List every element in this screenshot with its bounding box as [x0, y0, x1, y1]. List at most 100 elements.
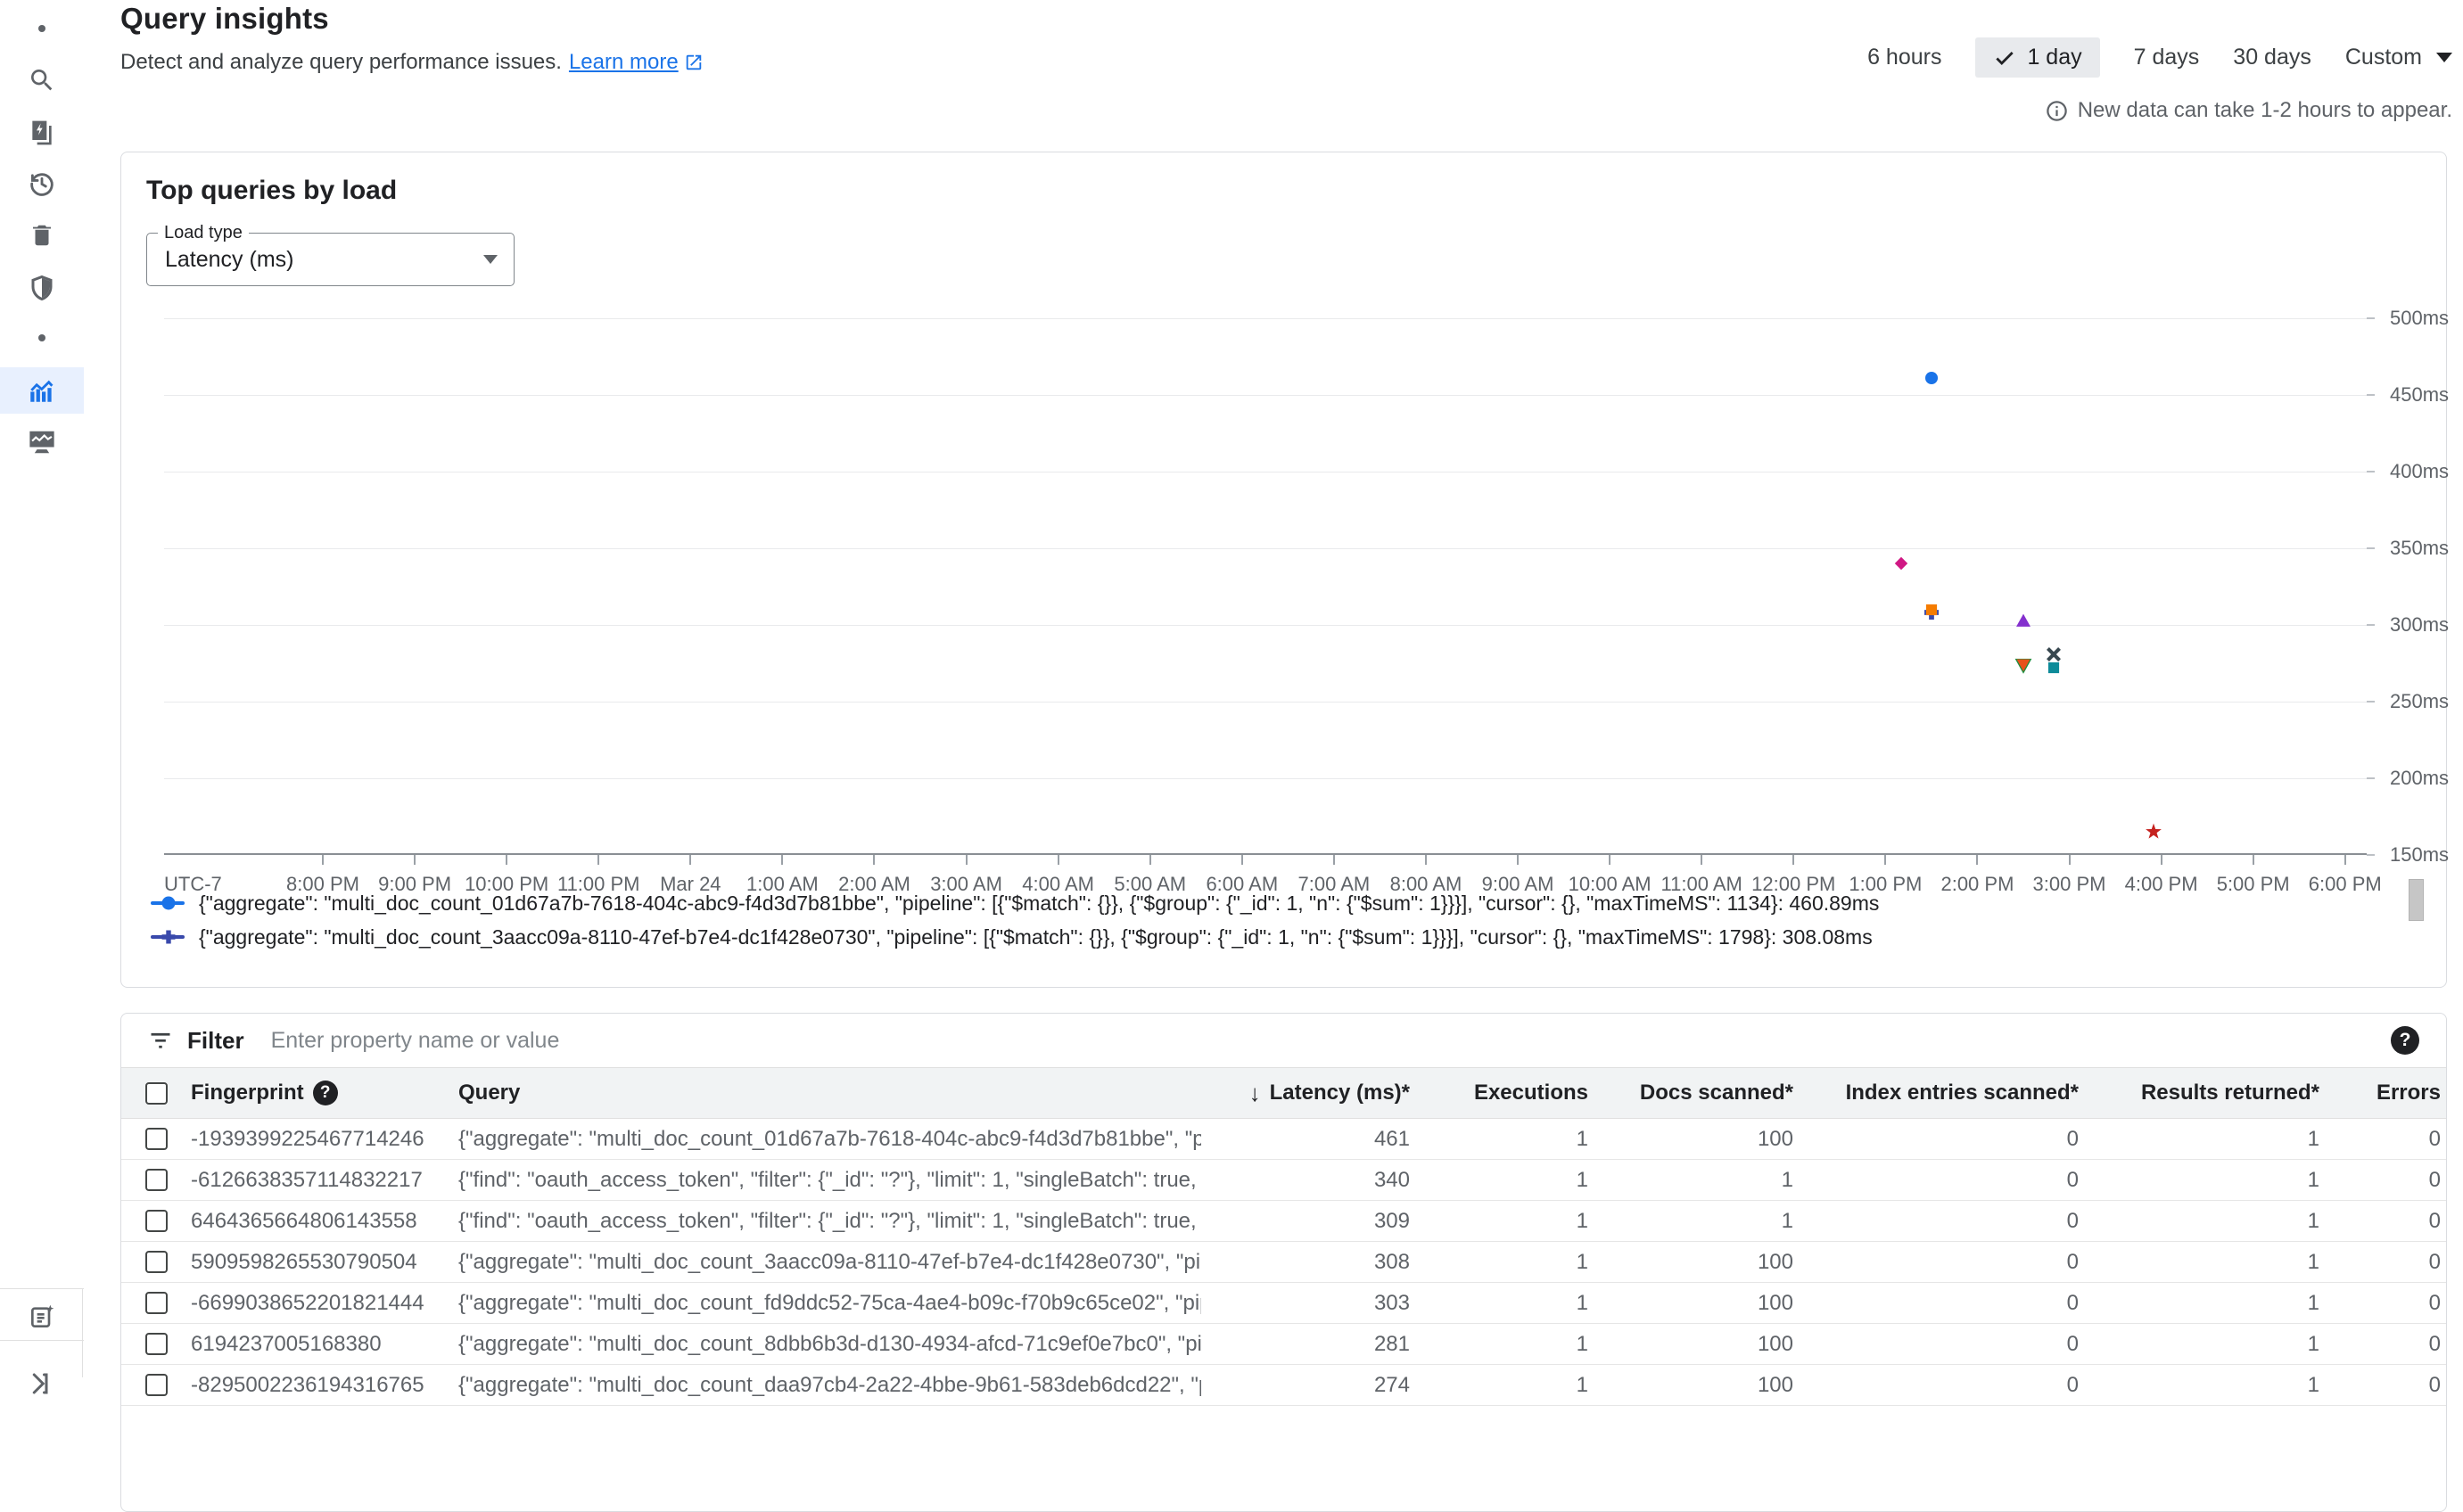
index-entries-cell: 0 — [2066, 1208, 2079, 1233]
errors-cell: 0 — [2428, 1249, 2441, 1274]
scatter-plot: 500ms 450ms 400ms 350ms 300ms 250ms 200ms 150ms… — [164, 307, 2449, 895]
fingerprint-cell: 6194237005168380 — [191, 1331, 382, 1356]
x-tick — [2252, 855, 2254, 865]
x-tick — [1149, 855, 1151, 865]
legend-entry[interactable]: {"aggregate": "multi_doc_count_3aacc09a-… — [151, 924, 1879, 949]
latency-cell: 281 — [1373, 1331, 1410, 1356]
legend-entry[interactable]: {"aggregate": "multi_doc_count_01d67a7b-… — [151, 891, 1879, 916]
col-latency[interactable]: ↓ Latency (ms)* — [1248, 1079, 1410, 1106]
scatter-point-triangle-up[interactable] — [2015, 612, 2031, 628]
fingerprint-help-icon[interactable]: ? — [312, 1081, 338, 1105]
scatter-point-x[interactable] — [2047, 646, 2062, 662]
y-tick-label: 200ms — [2390, 767, 2450, 789]
dot-icon — [38, 334, 45, 341]
load-type-select[interactable]: Load type Latency (ms) — [146, 223, 515, 286]
scatter-point-circle[interactable] — [1924, 372, 1938, 385]
query-cell: {"aggregate": "multi_doc_count_8dbb6b3d-… — [458, 1331, 1201, 1356]
y-tick-label: 250ms — [2390, 690, 2450, 712]
scatter-point-star[interactable] — [2145, 823, 2162, 841]
row-checkbox[interactable] — [144, 1169, 168, 1191]
scatter-point-diamond[interactable] — [1893, 556, 1908, 571]
history-icon[interactable] — [27, 168, 57, 199]
scatter-point-square[interactable] — [1924, 603, 1938, 616]
time-option-custom[interactable]: Custom — [2345, 45, 2452, 70]
x-tick-label: 2:00 PM — [1940, 873, 2014, 895]
query-library-icon[interactable] — [28, 119, 56, 147]
latency-cell: 461 — [1373, 1126, 1410, 1151]
col-fingerprint[interactable]: Fingerprint ? — [191, 1081, 458, 1105]
filter-input[interactable] — [270, 1027, 2377, 1054]
col-results-returned[interactable]: Results returned* — [2140, 1081, 2319, 1105]
learn-more-link[interactable]: Learn more — [569, 50, 704, 75]
gridline — [164, 318, 2367, 319]
scatter-point-square[interactable] — [2047, 662, 2061, 675]
row-checkbox[interactable] — [144, 1210, 168, 1232]
chevron-down-icon — [2436, 53, 2452, 62]
row-checkbox[interactable] — [144, 1128, 168, 1150]
results-returned-cell: 1 — [2307, 1372, 2319, 1397]
trash-icon[interactable] — [29, 221, 55, 250]
notes-sparkle-icon[interactable] — [28, 1302, 56, 1331]
page-title: Query insights — [120, 2, 329, 35]
col-query[interactable]: Query — [458, 1081, 521, 1105]
y-tick — [2367, 624, 2375, 626]
time-option-6-hours[interactable]: 6 hours — [1867, 45, 1942, 70]
table-row[interactable]: -6126638357114832217 {"find": "oauth_acc… — [121, 1160, 2446, 1201]
time-option-30-days[interactable]: 30 days — [2233, 45, 2311, 70]
x-tick-label: 12:00 PM — [1751, 873, 1836, 895]
sidebar-divider — [0, 1340, 84, 1341]
query-cell: {"find": "oauth_access_token", "filter":… — [458, 1208, 1201, 1233]
results-returned-cell: 1 — [2307, 1249, 2319, 1274]
row-checkbox[interactable] — [144, 1292, 168, 1314]
x-tick-label: 1:00 PM — [1849, 873, 1923, 895]
query-cell: {"aggregate": "multi_doc_count_fd9ddc52-… — [458, 1290, 1201, 1315]
query-insights-icon[interactable] — [27, 375, 57, 406]
x-tick-label: 7:00 AM — [1297, 873, 1371, 895]
y-tick-label: 300ms — [2390, 613, 2450, 636]
security-shield-icon[interactable] — [29, 274, 55, 302]
row-checkbox[interactable] — [144, 1251, 168, 1273]
chevron-down-icon — [483, 255, 498, 264]
docs-scanned-cell: 100 — [1757, 1372, 1793, 1397]
x-tick-label: Mar 24 — [660, 873, 721, 895]
table-row[interactable]: -8295002236194316765 {"aggregate": "mult… — [121, 1365, 2446, 1406]
table-row[interactable]: 5909598265530790504 {"aggregate": "multi… — [121, 1242, 2446, 1283]
search-icon[interactable] — [28, 66, 56, 94]
filter-help-icon[interactable]: ? — [2391, 1026, 2419, 1055]
table-header: Fingerprint ? Query ↓ Latency (ms)* Exec… — [121, 1067, 2446, 1119]
y-tick-label: 350ms — [2390, 537, 2450, 559]
time-option-7-days[interactable]: 7 days — [2133, 45, 2200, 70]
row-checkbox[interactable] — [144, 1333, 168, 1355]
x-tick — [1609, 855, 1611, 865]
collapse-panel-icon[interactable] — [29, 1370, 55, 1397]
col-errors[interactable]: Errors — [2376, 1081, 2441, 1105]
results-returned-cell: 1 — [2307, 1126, 2319, 1151]
y-tick — [2367, 701, 2375, 703]
latency-cell: 274 — [1373, 1372, 1410, 1397]
col-index-entries-scanned[interactable]: Index entries scanned* — [1845, 1081, 2079, 1105]
dot-icon — [38, 25, 45, 32]
x-tick-label: 4:00 PM — [2124, 873, 2198, 895]
col-docs-scanned[interactable]: Docs scanned* — [1639, 1081, 1793, 1105]
gridline — [164, 548, 2367, 549]
load-type-label: Load type — [158, 223, 249, 243]
table-row[interactable]: 6194237005168380 {"aggregate": "multi_do… — [121, 1324, 2446, 1365]
select-all-checkbox[interactable] — [144, 1081, 168, 1105]
x-tick — [689, 855, 692, 865]
table-row[interactable]: -1939399225467714246 {"aggregate": "mult… — [121, 1119, 2446, 1160]
legend-scrollbar[interactable] — [2409, 879, 2424, 921]
x-tick — [1792, 855, 1795, 865]
time-option-1-day[interactable]: 1 day — [1975, 37, 2100, 78]
executions-cell: 1 — [1576, 1249, 1588, 1274]
x-tick-label: 8:00 PM — [286, 873, 359, 895]
external-link-icon — [686, 54, 701, 70]
col-executions[interactable]: Executions — [1473, 1081, 1588, 1105]
scatter-point-triangle-down[interactable] — [2016, 658, 2031, 672]
query-cell: {"aggregate": "multi_doc_count_3aacc09a-… — [458, 1249, 1201, 1274]
table-row[interactable]: 6464365664806143558 {"find": "oauth_acce… — [121, 1201, 2446, 1242]
docs-scanned-cell: 1 — [1781, 1208, 1793, 1233]
table-row[interactable]: -6699038652201821444 {"aggregate": "mult… — [121, 1283, 2446, 1324]
fingerprint-cell: -6699038652201821444 — [191, 1290, 424, 1315]
legend-circle-marker — [151, 895, 185, 911]
system-insights-icon[interactable] — [27, 429, 57, 456]
